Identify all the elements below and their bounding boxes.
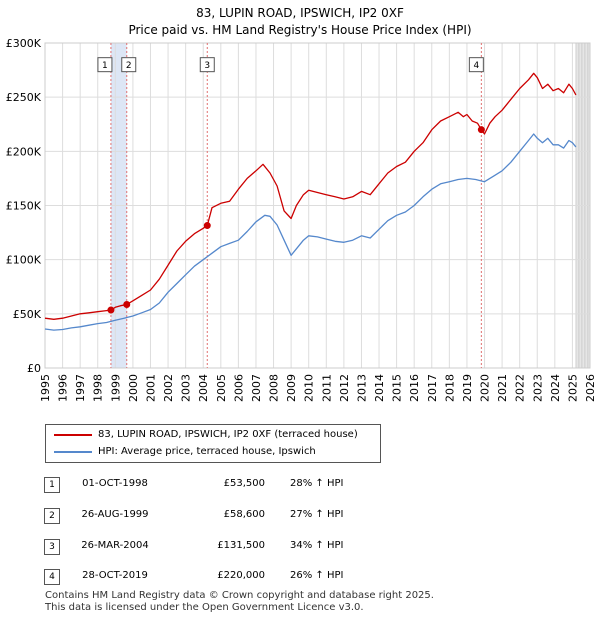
series-line-price xyxy=(44,72,577,320)
table-row: 4 28-OCT-2019 £220,000 26% ↑ HPI xyxy=(0,567,600,589)
annotation-box xyxy=(97,57,113,73)
x-tick-label: 2016 xyxy=(408,374,421,402)
y-tick-label: £200K xyxy=(6,145,42,158)
transaction-date: 01-OCT-1998 xyxy=(82,478,148,489)
annotation-box xyxy=(199,57,215,73)
annotation-box xyxy=(121,57,137,73)
x-tick-label: 2015 xyxy=(391,374,404,402)
x-tick-label: 1999 xyxy=(109,374,122,402)
x-tick-label: 2024 xyxy=(549,374,562,402)
chart-subtitle: Price paid vs. HM Land Registry's House … xyxy=(128,23,472,37)
table-row: 3 26-MAR-2004 £131,500 34% ↑ HPI xyxy=(0,537,600,559)
x-tick-label: 2000 xyxy=(127,374,140,402)
annotation-label: 1 xyxy=(102,61,108,71)
x-tick-label: 1997 xyxy=(74,374,87,402)
transaction-hpi: 26% ↑ HPI xyxy=(290,570,344,581)
x-tick-label: 2018 xyxy=(443,374,456,402)
annotation-label: 3 xyxy=(204,61,210,71)
x-tick-label: 2009 xyxy=(285,374,298,402)
footer-copyright: Contains HM Land Registry data © Crown c… xyxy=(45,590,434,601)
x-tick-label: 2014 xyxy=(373,374,386,402)
x-tick-label: 2002 xyxy=(162,374,175,402)
transaction-point xyxy=(123,301,131,309)
x-tick-label: 2004 xyxy=(197,374,210,402)
transaction-price: £53,500 xyxy=(223,478,265,489)
transaction-date: 26-AUG-1999 xyxy=(81,509,149,520)
x-tick-label: 1996 xyxy=(57,374,70,402)
transaction-price: £131,500 xyxy=(217,540,265,551)
x-tick-label: 2006 xyxy=(232,374,245,402)
transaction-point xyxy=(107,306,115,314)
transaction-price: £58,600 xyxy=(223,509,265,520)
x-tick-label: 2010 xyxy=(303,374,316,402)
x-tick-label: 2003 xyxy=(180,374,193,402)
y-tick-label: £300K xyxy=(6,37,42,50)
x-tick-label: 2025 xyxy=(566,374,579,402)
chart-title: 83, LUPIN ROAD, IPSWICH, IP2 0XF xyxy=(196,6,404,20)
y-tick-label: £50K xyxy=(13,308,42,321)
annotation-label: 2 xyxy=(126,61,132,71)
x-tick-label: 2021 xyxy=(496,374,509,402)
transaction-number: 1 xyxy=(44,477,60,493)
x-tick-label: 2001 xyxy=(144,374,157,402)
transaction-point xyxy=(203,222,211,230)
x-tick-label: 2023 xyxy=(531,374,544,402)
legend-swatch-hpi xyxy=(54,451,92,453)
transaction-point xyxy=(477,126,485,134)
x-tick-label: 2026 xyxy=(584,374,597,402)
x-tick-label: 2022 xyxy=(514,374,527,402)
transaction-date: 26-MAR-2004 xyxy=(81,540,149,551)
y-tick-label: £250K xyxy=(6,91,42,104)
legend-label-price: 83, LUPIN ROAD, IPSWICH, IP2 0XF (terrac… xyxy=(98,429,358,440)
x-tick-label: 2020 xyxy=(479,374,492,402)
y-tick-label: £150K xyxy=(6,200,42,213)
transaction-hpi: 28% ↑ HPI xyxy=(290,478,344,489)
x-tick-label: 2017 xyxy=(426,374,439,402)
legend-label-hpi: HPI: Average price, terraced house, Ipsw… xyxy=(98,446,316,457)
table-row: 1 01-OCT-1998 £53,500 28% ↑ HPI xyxy=(0,475,600,497)
x-tick-label: 2008 xyxy=(268,374,281,402)
plot-border xyxy=(44,42,591,369)
y-tick-label: £100K xyxy=(6,254,42,267)
transaction-hpi: 27% ↑ HPI xyxy=(290,509,344,520)
x-tick-label: 2012 xyxy=(338,374,351,402)
transaction-date: 28-OCT-2019 xyxy=(82,570,148,581)
x-tick-label: 2007 xyxy=(250,374,263,402)
x-tick-label: 2005 xyxy=(215,374,228,402)
x-tick-label: 1998 xyxy=(92,374,105,402)
chart-legend: 83, LUPIN ROAD, IPSWICH, IP2 0XF (terrac… xyxy=(45,424,381,463)
footer-licence: This data is licensed under the Open Gov… xyxy=(45,602,364,613)
x-tick-label: 1995 xyxy=(39,374,52,402)
table-row: 2 26-AUG-1999 £58,600 27% ↑ HPI xyxy=(0,506,600,528)
transaction-price: £220,000 xyxy=(217,570,265,581)
transaction-number: 2 xyxy=(44,508,60,524)
transaction-number: 3 xyxy=(44,539,60,555)
series-line-hpi xyxy=(44,133,577,331)
transaction-number: 4 xyxy=(44,569,60,585)
annotation-label: 4 xyxy=(473,61,479,71)
x-tick-label: 2019 xyxy=(461,374,474,402)
x-tick-label: 2013 xyxy=(355,374,368,402)
y-tick-label: £0 xyxy=(27,362,41,375)
annotation-box xyxy=(468,57,484,73)
price-chart: 1 2 3 4 £0 £50K £100K £150K £200K £250K £300K 199… xyxy=(6,37,597,402)
x-tick-label: 2011 xyxy=(320,374,333,402)
transaction-hpi: 34% ↑ HPI xyxy=(290,540,344,551)
legend-swatch-price xyxy=(54,434,92,436)
